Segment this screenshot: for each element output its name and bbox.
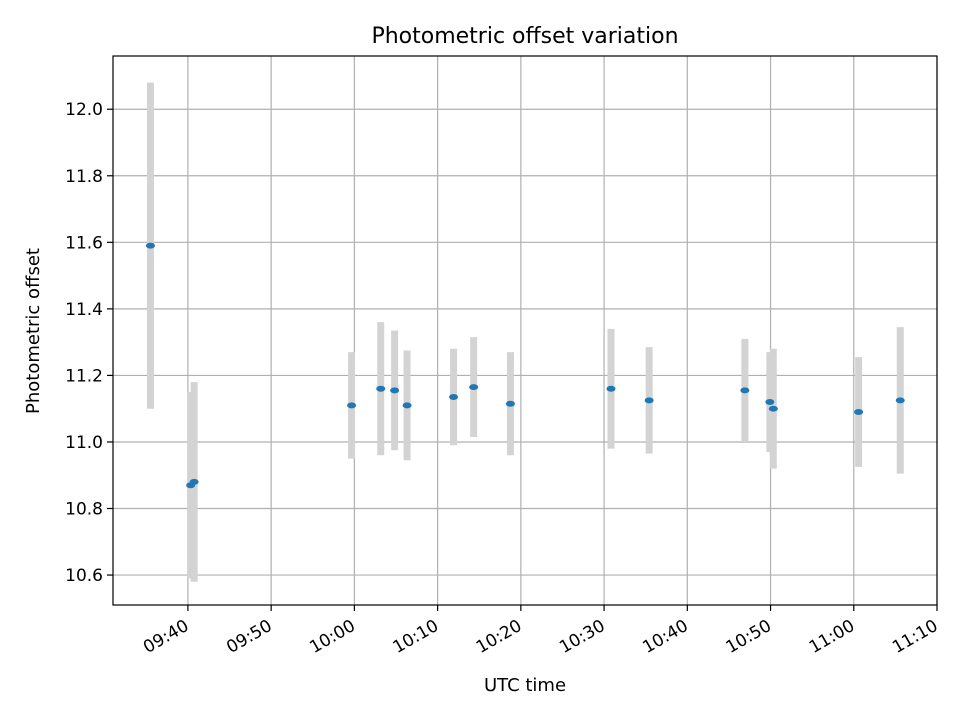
data-point: [390, 387, 400, 394]
y-tick-label: 10.6: [65, 566, 103, 586]
data-point: [606, 385, 616, 392]
y-tick-label: 12.0: [65, 100, 103, 120]
y-tick-label: 11.8: [65, 167, 103, 187]
data-points: [145, 242, 905, 489]
chart-title: Photometric offset variation: [371, 24, 678, 49]
y-tick-label: 10.8: [65, 500, 103, 520]
data-point: [765, 399, 775, 406]
grid: [113, 56, 938, 605]
data-point: [505, 400, 515, 407]
data-point: [854, 409, 864, 416]
data-point: [449, 394, 459, 401]
data-point: [376, 385, 386, 392]
y-tick-label: 11.0: [65, 433, 103, 453]
data-point: [895, 397, 905, 404]
data-point: [402, 402, 412, 409]
y-tick-label: 11.2: [65, 366, 103, 386]
data-point: [768, 405, 778, 412]
y-axis-label: Photometric offset: [23, 248, 44, 414]
data-point: [740, 387, 750, 394]
data-point: [644, 397, 654, 404]
data-point: [145, 242, 155, 249]
plot-frame: [112, 55, 938, 606]
y-tick-label: 11.6: [65, 233, 103, 253]
data-point: [189, 478, 199, 485]
data-point: [469, 384, 479, 391]
x-axis-label: UTC time: [484, 675, 566, 696]
data-point: [347, 402, 357, 409]
y-tick-label: 11.4: [65, 300, 103, 320]
y-axis-ticks: 10.6 10.8 11.0 11.2 11.4 11.6 11.8 12.0: [65, 100, 113, 586]
